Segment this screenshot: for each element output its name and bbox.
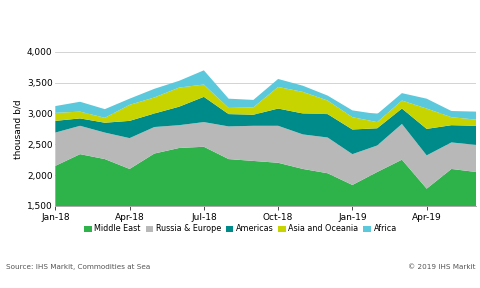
Y-axis label: thousand b/d: thousand b/d	[13, 99, 23, 159]
Text: © 2019 IHS Markit: © 2019 IHS Markit	[407, 264, 474, 270]
Text: Source: IHS Markit, Commodities at Sea: Source: IHS Markit, Commodities at Sea	[6, 264, 150, 270]
Legend: Middle East, Russia & Europe, Americas, Asia and Oceania, Africa: Middle East, Russia & Europe, Americas, …	[84, 224, 396, 234]
Text: South Korean Crude Oil Imports by Origin: South Korean Crude Oil Imports by Origin	[6, 17, 297, 30]
